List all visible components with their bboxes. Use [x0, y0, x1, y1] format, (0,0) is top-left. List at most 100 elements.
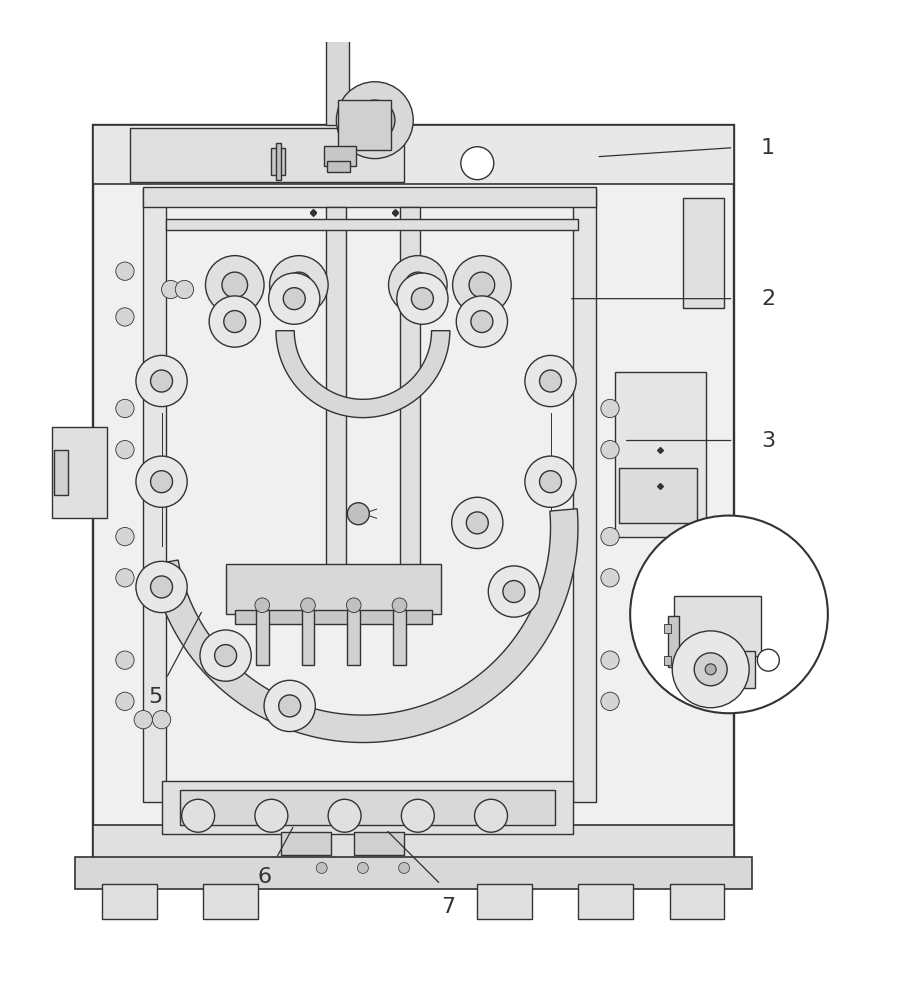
Bar: [347, 610, 360, 665]
Bar: [102, 884, 157, 919]
Bar: [393, 610, 406, 665]
Circle shape: [346, 598, 361, 613]
Circle shape: [222, 272, 248, 298]
Circle shape: [453, 256, 511, 314]
Circle shape: [488, 566, 540, 617]
Bar: [677, 651, 755, 688]
Circle shape: [469, 272, 495, 298]
Circle shape: [601, 527, 619, 546]
Bar: [619, 468, 697, 523]
Bar: [323, 146, 355, 166]
Bar: [93, 125, 733, 875]
Circle shape: [151, 370, 173, 392]
Bar: [664, 624, 671, 633]
Circle shape: [705, 664, 716, 675]
Bar: [143, 189, 166, 802]
Circle shape: [630, 516, 828, 713]
Circle shape: [116, 569, 134, 587]
Circle shape: [255, 598, 270, 613]
Circle shape: [264, 680, 315, 732]
Circle shape: [151, 576, 173, 598]
Bar: [93, 125, 733, 184]
Circle shape: [279, 695, 301, 717]
Bar: [180, 790, 555, 825]
Circle shape: [270, 256, 328, 314]
Circle shape: [206, 256, 264, 314]
Circle shape: [388, 256, 447, 314]
Circle shape: [601, 692, 619, 711]
Circle shape: [525, 355, 577, 407]
Bar: [664, 656, 671, 665]
Circle shape: [397, 273, 448, 324]
Bar: [353, 832, 404, 855]
Bar: [226, 564, 441, 614]
Circle shape: [411, 288, 433, 310]
Circle shape: [672, 631, 749, 708]
Circle shape: [601, 569, 619, 587]
Bar: [578, 884, 633, 919]
Bar: [683, 198, 724, 308]
Circle shape: [269, 273, 319, 324]
Circle shape: [151, 471, 173, 493]
Circle shape: [354, 100, 395, 140]
Circle shape: [224, 311, 246, 333]
Polygon shape: [151, 509, 578, 743]
Circle shape: [475, 799, 508, 832]
Circle shape: [316, 862, 327, 873]
Polygon shape: [276, 331, 450, 418]
Circle shape: [471, 311, 493, 333]
Bar: [74, 857, 752, 889]
Circle shape: [694, 653, 727, 686]
Text: 3: 3: [761, 431, 775, 451]
Text: 5: 5: [148, 687, 162, 707]
Bar: [574, 189, 597, 802]
Circle shape: [116, 308, 134, 326]
Circle shape: [136, 355, 187, 407]
Circle shape: [461, 147, 494, 180]
Circle shape: [175, 280, 194, 299]
Bar: [203, 884, 258, 919]
Bar: [162, 781, 574, 834]
Text: 4: 4: [761, 563, 775, 583]
Circle shape: [405, 272, 431, 298]
Circle shape: [328, 799, 361, 832]
Circle shape: [525, 456, 577, 507]
Circle shape: [357, 862, 368, 873]
Bar: [477, 884, 532, 919]
Circle shape: [392, 598, 407, 613]
Circle shape: [215, 645, 237, 667]
Circle shape: [601, 399, 619, 418]
Circle shape: [503, 581, 525, 603]
Circle shape: [152, 711, 171, 729]
Circle shape: [301, 598, 315, 613]
Circle shape: [601, 441, 619, 459]
Bar: [51, 427, 106, 518]
Text: 6: 6: [258, 867, 272, 887]
Circle shape: [134, 711, 152, 729]
Bar: [674, 596, 761, 656]
Text: 7: 7: [441, 897, 454, 917]
Circle shape: [601, 651, 619, 669]
Circle shape: [401, 799, 434, 832]
Bar: [327, 161, 350, 172]
Circle shape: [136, 561, 187, 613]
Bar: [326, 207, 346, 610]
Circle shape: [136, 456, 187, 507]
Circle shape: [347, 503, 369, 525]
Circle shape: [452, 497, 503, 549]
Text: 2: 2: [761, 289, 775, 309]
Circle shape: [466, 512, 488, 534]
Bar: [338, 100, 391, 150]
Circle shape: [116, 441, 134, 459]
Bar: [272, 148, 285, 175]
Circle shape: [116, 262, 134, 280]
Circle shape: [255, 799, 288, 832]
Circle shape: [209, 296, 261, 347]
Circle shape: [116, 651, 134, 669]
Bar: [235, 610, 431, 624]
Circle shape: [284, 288, 306, 310]
Bar: [276, 143, 282, 180]
Circle shape: [162, 280, 180, 299]
Circle shape: [182, 799, 215, 832]
Bar: [669, 884, 724, 919]
